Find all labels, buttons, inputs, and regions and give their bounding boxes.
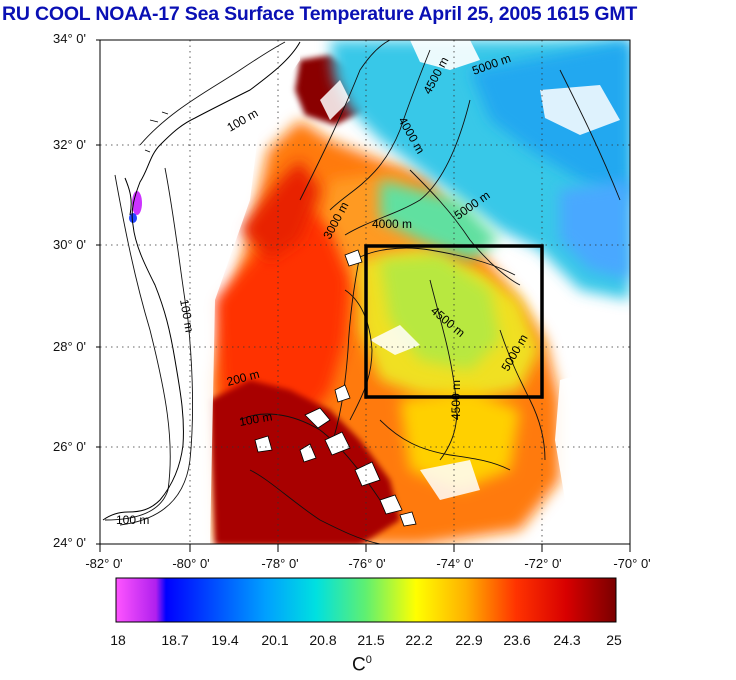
study-box [364,244,544,399]
contour-label: 100 m [238,409,273,429]
colorbar-label: 20.1 [261,632,289,648]
colorbar-gradient [115,577,617,623]
y-tick-label: 30° 0' [53,237,86,252]
y-tick-label: 26° 0' [53,439,86,454]
colorbar-label: 22.9 [455,632,483,648]
x-tick-label: -80° 0' [172,556,210,571]
colorbar-label: 21.5 [357,632,385,648]
axis-ticks [96,39,631,552]
colorbar-label: 23.6 [503,632,531,648]
colorbar-unit: C0 [352,654,372,676]
y-tick-label: 28° 0' [53,339,86,354]
graticule [100,40,630,544]
contour-label: 100 m [177,298,197,333]
contour-label: 100 m [116,513,149,527]
y-tick-label: 32° 0' [53,137,86,152]
bathymetry-contours [104,40,621,544]
colorbar-label: 18.7 [161,632,189,648]
colorbar-unit-superscript: 0 [365,654,372,666]
map-title: RU COOL NOAA-17 Sea Surface Temperature … [2,3,638,25]
colorbar-label: 19.4 [211,632,239,648]
x-tick-label: -74° 0' [436,556,474,571]
x-tick-label: -70° 0' [613,556,651,571]
colorbar-label: 20.8 [309,632,337,648]
colorbar-label: 24.3 [553,632,581,648]
plot-frame [99,39,631,545]
colorbar-label: 22.2 [405,632,433,648]
y-tick-label: 24° 0' [53,535,86,550]
florida-coastline [102,41,301,521]
colorbar-label: 18 [110,632,126,648]
colorbar-unit-letter: C [352,654,366,676]
cloud-mask [555,360,630,544]
colorbar-label: 25 [606,632,622,648]
contour-label: 4000 m [372,217,412,231]
y-tick-label: 34° 0' [53,31,86,46]
x-tick-label: -82° 0' [85,556,123,571]
x-tick-label: -72° 0' [524,556,562,571]
x-tick-label: -78° 0' [261,556,299,571]
sst-field [100,40,630,544]
contour-label: 4500 m [449,380,463,420]
x-tick-label: -76° 0' [348,556,386,571]
bahamas-islands [254,249,417,527]
